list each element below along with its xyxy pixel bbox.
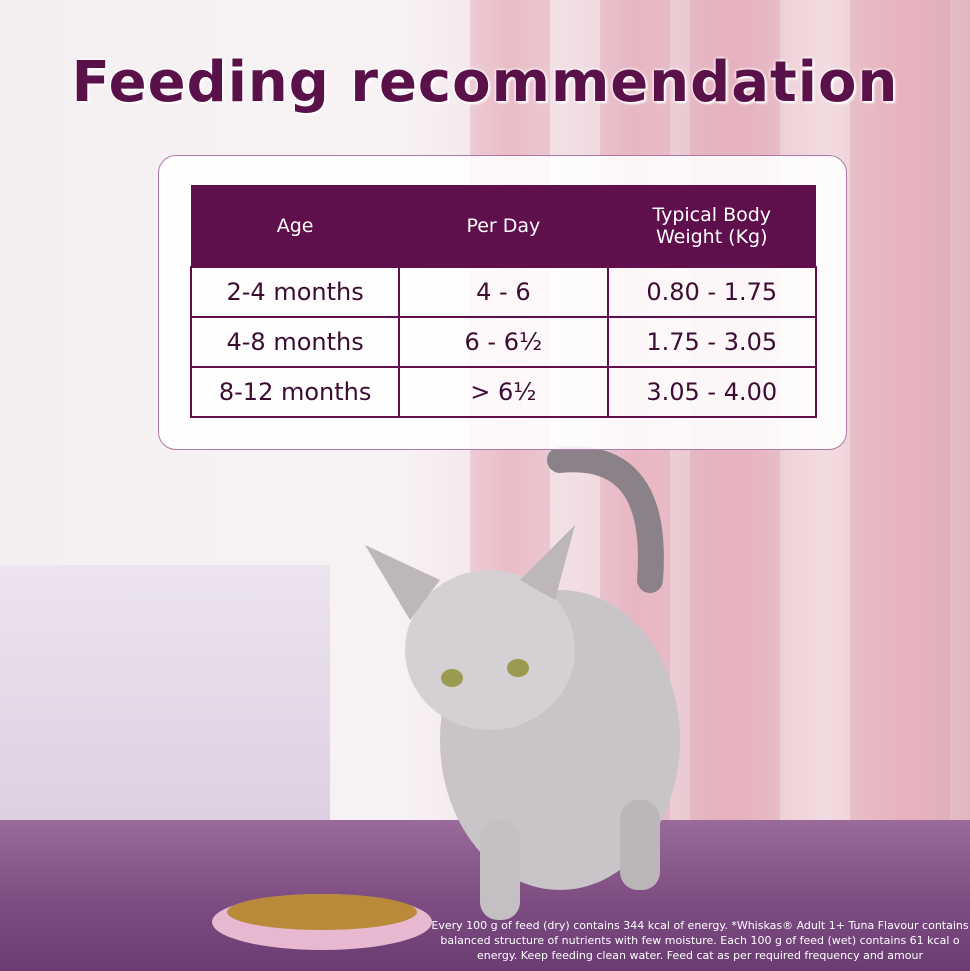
column-header: Per Day <box>399 185 608 267</box>
table-cell: 8-12 months <box>189 366 401 418</box>
footer-line: energy. Keep feeding clean water. Feed c… <box>477 949 923 962</box>
table-cell: 0.80 - 1.75 <box>606 266 817 318</box>
table-cell: > 6½ <box>398 366 609 418</box>
table-cell: 3.05 - 4.00 <box>606 366 817 418</box>
footer-line: balanced structure of nutrients with few… <box>440 934 960 947</box>
table-cell: 1.75 - 3.05 <box>606 316 817 368</box>
title: Feeding recommendation <box>71 50 899 115</box>
table-cell: 4 - 6 <box>398 266 609 318</box>
footer-note: Every 100 g of feed (dry) contains 344 k… <box>430 918 970 963</box>
footer-line: Every 100 g of feed (dry) contains 344 k… <box>431 919 969 932</box>
table-row: 8-12 months > 6½ 3.05 - 4.00 <box>189 366 817 418</box>
column-header: Typical Body Weight (Kg) <box>607 185 816 267</box>
table-row: 2-4 months 4 - 6 0.80 - 1.75 <box>189 266 817 318</box>
wall <box>0 565 330 820</box>
table-row: 4-8 months 6 - 6½ 1.75 - 3.05 <box>189 316 817 368</box>
feeding-table: Age Per Day Typical Body Weight (Kg) 2-4… <box>189 185 817 418</box>
table-cell: 2-4 months <box>189 266 401 318</box>
curtain <box>850 0 950 820</box>
table-cell: 4-8 months <box>189 316 401 368</box>
table-cell: 6 - 6½ <box>398 316 609 368</box>
column-header: Age <box>191 185 400 267</box>
